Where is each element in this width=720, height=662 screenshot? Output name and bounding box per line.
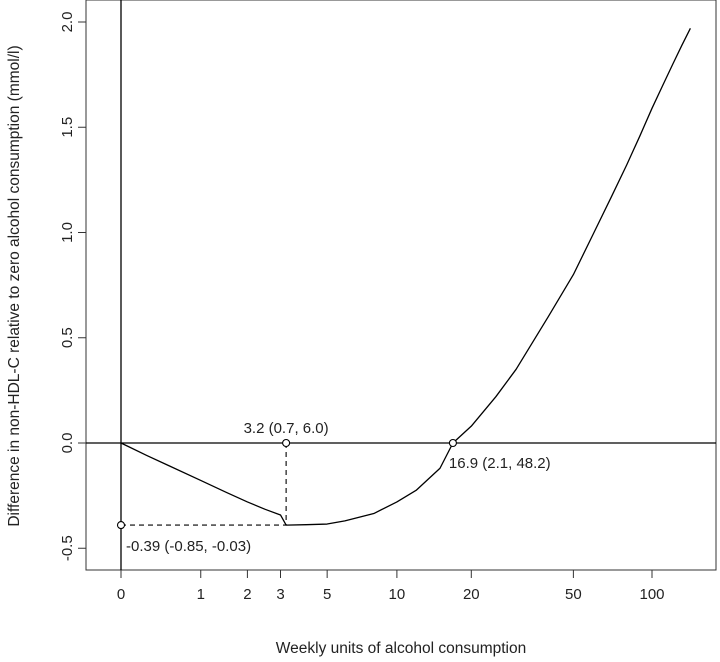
annotation-layer: 3.2 (0.7, 6.0) 16.9 (2.1, 48.2) -0.39 (-0.… (116, 420, 551, 555)
x-tick-label: 3 (276, 586, 284, 603)
x-tick-label: 20 (463, 586, 480, 603)
crossing-annotation-label: 16.9 (2.1, 48.2) (449, 455, 551, 472)
x-tick-label: 10 (389, 586, 406, 603)
x-axis-title: Weekly units of alcohol consumption (276, 640, 526, 657)
series-layer (120, 28, 691, 526)
y-tick-label: 0.5 (59, 327, 76, 348)
minimum-annotation-label: -0.39 (-0.85, -0.03) (126, 538, 251, 555)
x-tick-label: 2 (243, 586, 251, 603)
y-tick-label: -0.5 (59, 535, 76, 561)
reference-lines (86, 0, 716, 570)
y-tick-label: 1.0 (59, 222, 76, 243)
x-tick-label: 100 (639, 586, 664, 603)
annotation-point (282, 438, 291, 448)
annotation-point (116, 521, 126, 530)
x-tick-label: 0 (117, 586, 125, 603)
plot-frame (85, 0, 717, 571)
y-axis: -0.5 0.0 0.5 1.0 1.5 2.0 (59, 12, 86, 561)
x-tick-label: 50 (565, 586, 582, 603)
x-tick-label: 1 (197, 586, 205, 603)
x-axis: 0 1 2 3 5 10 20 50 100 (117, 570, 665, 603)
x-tick-label: 5 (323, 586, 331, 603)
series-line (120, 28, 691, 526)
y-tick-label: 2.0 (59, 12, 76, 33)
nadir-annotation-label: 3.2 (0.7, 6.0) (244, 420, 329, 437)
y-axis-title: Difference in non-HDL-C relative to zero… (6, 45, 23, 526)
y-tick-label: 1.5 (59, 117, 76, 138)
y-tick-label: 0.0 (59, 433, 76, 454)
annotation-point (448, 438, 457, 448)
